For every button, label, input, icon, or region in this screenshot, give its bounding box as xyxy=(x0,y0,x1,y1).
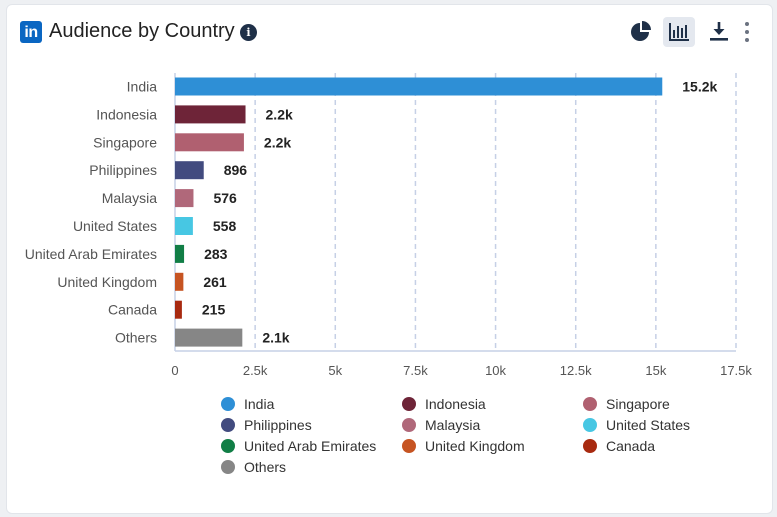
card-header: in Audience by Country i xyxy=(7,5,772,57)
x-tick-label: 15k xyxy=(645,363,666,378)
data-label-philippines: 896 xyxy=(224,162,248,178)
audience-by-country-card: in Audience by Country i xyxy=(6,4,773,514)
download-button[interactable] xyxy=(703,17,735,47)
legend-marker-united-states xyxy=(583,418,597,432)
x-tick-label: 5k xyxy=(328,363,342,378)
legend-label-united-states: United States xyxy=(606,417,690,433)
legend-label-others: Others xyxy=(244,459,286,475)
linkedin-logo-icon: in xyxy=(20,21,42,43)
more-vertical-icon xyxy=(745,22,749,42)
data-label-others: 2.1k xyxy=(262,330,289,346)
legend-marker-united-arab-emirates xyxy=(221,439,235,453)
download-icon xyxy=(710,22,728,41)
legend-marker-malaysia xyxy=(402,418,416,432)
bar-united-kingdom xyxy=(175,272,184,291)
legend-label-canada: Canada xyxy=(606,438,655,454)
data-label-united-kingdom: 261 xyxy=(203,274,227,290)
x-tick-label: 7.5k xyxy=(403,363,428,378)
legend-label-united-arab-emirates: United Arab Emirates xyxy=(244,438,376,454)
legend-label-philippines: Philippines xyxy=(244,417,312,433)
category-label-indonesia: Indonesia xyxy=(96,106,157,122)
bar-chart-button[interactable] xyxy=(663,17,695,47)
legend-label-india: India xyxy=(244,396,275,412)
bar-philippines xyxy=(175,161,204,180)
legend-label-malaysia: Malaysia xyxy=(425,417,480,433)
legend-marker-canada xyxy=(583,439,597,453)
pie-chart-icon xyxy=(631,21,651,41)
data-label-canada: 215 xyxy=(202,302,226,318)
category-label-united-states: United States xyxy=(73,218,157,234)
bar-malaysia xyxy=(175,189,194,208)
legend-marker-india xyxy=(221,397,235,411)
legend-label-indonesia: Indonesia xyxy=(425,396,486,412)
data-label-indonesia: 2.2k xyxy=(266,106,293,122)
x-tick-label: 0 xyxy=(171,363,178,378)
legend-label-singapore: Singapore xyxy=(606,396,670,412)
bar-united-states xyxy=(175,217,193,235)
category-label-united-kingdom: United Kingdom xyxy=(57,274,157,290)
info-icon[interactable]: i xyxy=(240,24,257,41)
bar-united-arab-emirates xyxy=(175,244,185,263)
bar-chart: 0 2.5k 5k 7.5k 10k 12.5k 15k 17.5k India 15.2k Ind… xyxy=(25,73,752,475)
pie-chart-button[interactable] xyxy=(625,17,657,47)
x-tick-label: 17.5k xyxy=(720,363,752,378)
category-label-malaysia: Malaysia xyxy=(102,190,157,206)
bar-singapore xyxy=(175,133,244,152)
category-label-singapore: Singapore xyxy=(93,134,157,150)
category-label-philippines: Philippines xyxy=(89,162,157,178)
more-options-button[interactable] xyxy=(735,17,759,47)
data-label-malaysia: 576 xyxy=(213,190,237,206)
legend-marker-singapore xyxy=(583,397,597,411)
legend-marker-philippines xyxy=(221,418,235,432)
bar-canada xyxy=(175,300,182,319)
category-label-others: Others xyxy=(115,330,157,346)
bar-india xyxy=(175,77,663,96)
card-title: Audience by Country xyxy=(49,20,235,42)
legend-marker-united-kingdom xyxy=(402,439,416,453)
data-label-singapore: 2.2k xyxy=(264,134,291,150)
bar-others xyxy=(175,328,243,347)
data-label-united-states: 558 xyxy=(213,218,237,234)
data-label-india: 15.2k xyxy=(682,79,717,95)
category-label-india: India xyxy=(127,79,158,95)
x-tick-label: 12.5k xyxy=(560,363,592,378)
category-label-united-arab-emirates: United Arab Emirates xyxy=(25,246,157,262)
legend-label-united-kingdom: United Kingdom xyxy=(425,438,525,454)
x-tick-label: 2.5k xyxy=(243,363,268,378)
x-tick-label: 10k xyxy=(485,363,506,378)
category-label-canada: Canada xyxy=(108,302,157,318)
legend-marker-indonesia xyxy=(402,397,416,411)
bar-indonesia xyxy=(175,105,246,124)
data-label-united-arab-emirates: 283 xyxy=(204,246,228,262)
legend-marker-others xyxy=(221,460,235,474)
bar-chart-icon xyxy=(669,23,689,41)
